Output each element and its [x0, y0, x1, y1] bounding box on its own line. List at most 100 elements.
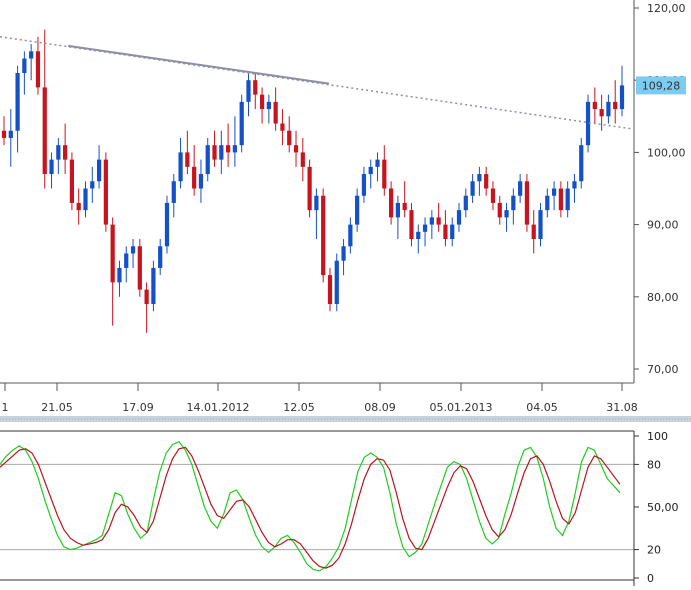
- candle: [15, 65, 20, 153]
- x-tick-label: 1: [2, 401, 9, 414]
- candle-body: [477, 174, 482, 182]
- candle: [164, 195, 170, 254]
- candle: [619, 65, 625, 117]
- candle-body: [69, 159, 75, 203]
- candle: [504, 202, 509, 232]
- candle-body: [76, 202, 81, 211]
- candle-body: [565, 188, 570, 211]
- candle-body: [511, 195, 516, 211]
- candle: [110, 217, 115, 326]
- candle: [300, 137, 305, 182]
- candle: [463, 188, 468, 218]
- candle: [565, 181, 570, 218]
- candle-body: [151, 267, 156, 305]
- candle-body: [164, 202, 170, 247]
- candle: [409, 202, 414, 247]
- candle: [192, 145, 197, 196]
- y-tick-label: 120,00: [647, 2, 686, 15]
- candle-body: [592, 101, 597, 110]
- x-tick-label: 17.09: [122, 401, 154, 414]
- last-price-badge-background: [636, 76, 686, 95]
- candle-body: [361, 174, 367, 196]
- candle: [599, 94, 604, 131]
- oscillator-tick-label: 0: [647, 572, 654, 585]
- candle: [572, 174, 577, 203]
- candle-body: [572, 181, 577, 189]
- candle-body: [613, 101, 618, 110]
- candle-body: [90, 181, 95, 189]
- oscillator-tick-label: 50,00: [647, 501, 679, 514]
- candle: [429, 210, 434, 240]
- candle: [246, 72, 251, 117]
- candle: [477, 166, 482, 196]
- oscillator-panel-background: [0, 431, 634, 581]
- candle-body: [212, 145, 217, 160]
- candle: [579, 137, 584, 189]
- candle-body: [470, 181, 475, 196]
- oscillator-line-fast: [0, 440, 621, 572]
- last-price-badge: 109,28: [636, 76, 686, 95]
- candle: [117, 260, 122, 297]
- candle: [171, 174, 176, 218]
- candle: [56, 137, 61, 175]
- candle: [69, 152, 75, 211]
- candle-body: [29, 51, 34, 59]
- panel-separator[interactable]: [0, 416, 691, 422]
- candle: [613, 80, 618, 124]
- candle-body: [422, 224, 428, 232]
- candle: [287, 116, 292, 153]
- candle-body: [606, 101, 611, 117]
- candle: [456, 202, 462, 232]
- candle-body: [545, 195, 550, 211]
- candle-body: [192, 166, 197, 189]
- candle-body: [219, 145, 224, 160]
- oscillator-line-slow: [0, 446, 621, 569]
- candle: [470, 174, 475, 203]
- candle-body: [443, 224, 448, 240]
- candle: [395, 195, 400, 240]
- candle: [35, 36, 41, 95]
- candle: [592, 87, 597, 124]
- candle: [450, 217, 455, 247]
- candle: [205, 137, 210, 182]
- candle-body: [524, 181, 530, 225]
- candle: [538, 202, 543, 247]
- candle: [443, 210, 448, 247]
- candle-body: [96, 159, 102, 182]
- candle: [484, 166, 489, 196]
- candle: [545, 188, 550, 218]
- candle-body: [429, 217, 434, 225]
- candle: [606, 94, 611, 124]
- x-tick-label: 21.05: [41, 401, 73, 414]
- candle-body: [158, 246, 163, 268]
- candle-body: [8, 130, 13, 138]
- candle-body: [538, 210, 543, 240]
- candle: [334, 253, 339, 312]
- candle-body: [504, 210, 509, 218]
- candle: [130, 239, 136, 268]
- oscillator-panel: 100 80 50,00 20 0: [0, 430, 679, 586]
- candle: [198, 159, 204, 203]
- candle-body: [35, 51, 41, 88]
- candle-body: [409, 210, 414, 240]
- candle-body: [130, 246, 136, 254]
- candle-body: [375, 159, 380, 167]
- candle: [511, 188, 516, 225]
- candle: [226, 123, 231, 167]
- candle: [232, 116, 238, 167]
- candle-body: [348, 224, 353, 247]
- x-tick-label: 04.05: [526, 401, 558, 414]
- candle: [90, 166, 95, 203]
- candle-body: [599, 109, 604, 117]
- candle-body: [22, 58, 27, 73]
- candle-body: [402, 202, 407, 211]
- price-panel-background: [0, 0, 634, 383]
- candle: [551, 181, 557, 211]
- candle: [76, 188, 81, 225]
- candle: [185, 130, 190, 175]
- candle-body: [558, 188, 563, 211]
- candle-body: [144, 289, 149, 305]
- candles-layer: [1, 29, 625, 333]
- candle-body: [103, 159, 108, 225]
